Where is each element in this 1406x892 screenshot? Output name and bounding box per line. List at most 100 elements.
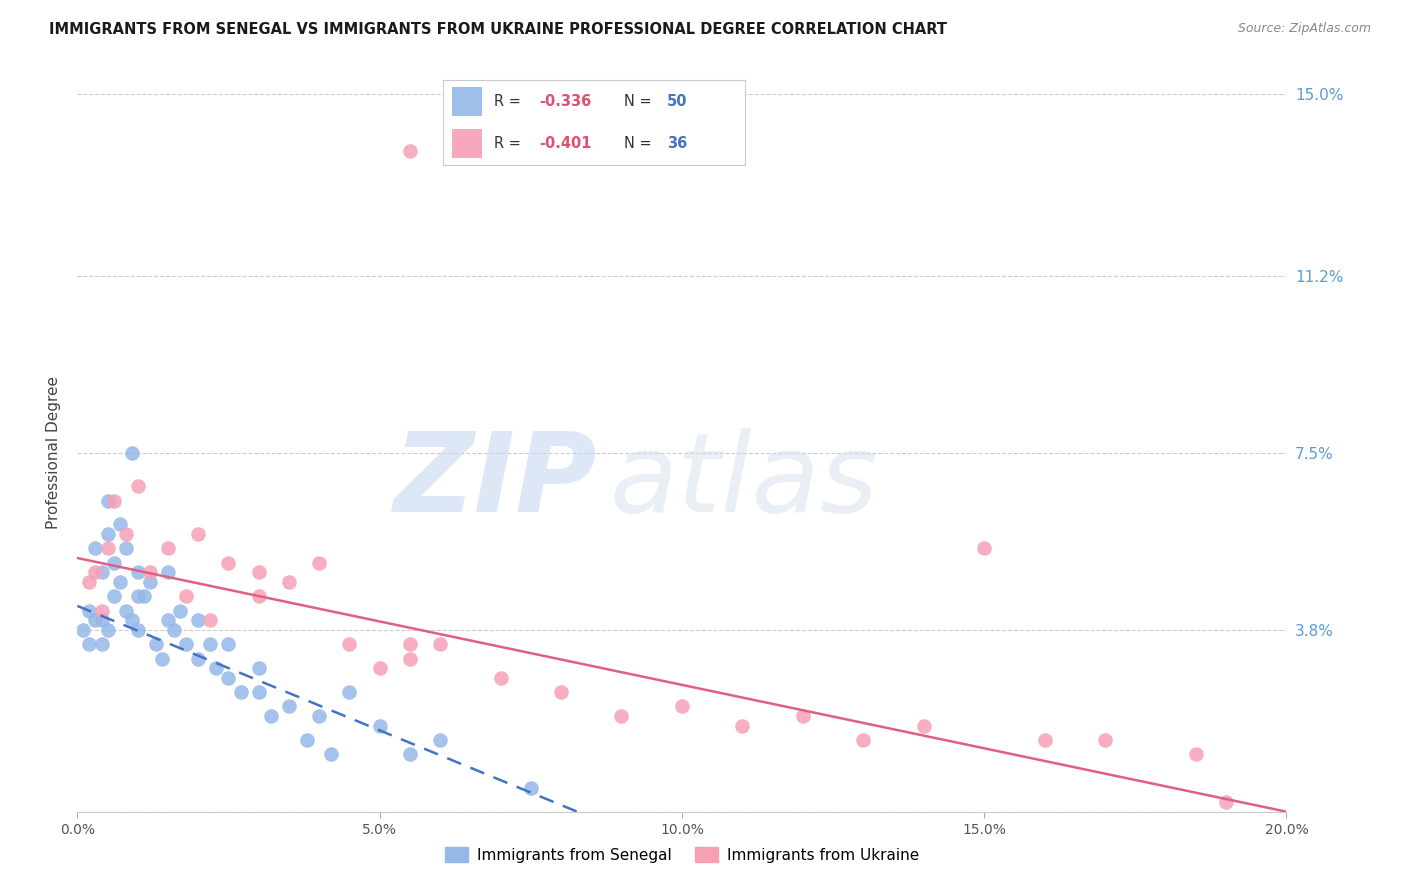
Point bbox=[429, 733, 451, 747]
Text: ZIP: ZIP bbox=[394, 428, 598, 535]
Point bbox=[339, 637, 360, 651]
Point bbox=[174, 637, 197, 651]
Point bbox=[229, 685, 252, 699]
Point bbox=[368, 718, 391, 732]
Point bbox=[218, 637, 240, 651]
Point bbox=[308, 709, 330, 723]
Point bbox=[247, 685, 270, 699]
Point bbox=[520, 780, 543, 795]
Point bbox=[321, 747, 343, 762]
Point bbox=[127, 566, 149, 580]
Point bbox=[260, 709, 283, 723]
Point bbox=[157, 566, 180, 580]
Point bbox=[278, 574, 301, 589]
Point bbox=[1215, 795, 1237, 809]
Point bbox=[96, 541, 118, 556]
Point bbox=[852, 733, 875, 747]
Point bbox=[187, 651, 209, 665]
Bar bbox=[451, 129, 482, 158]
Point bbox=[308, 556, 330, 570]
Point bbox=[792, 709, 814, 723]
Point bbox=[429, 637, 451, 651]
Point bbox=[1185, 747, 1208, 762]
Point bbox=[187, 527, 209, 541]
Text: R =: R = bbox=[495, 136, 526, 152]
Point bbox=[103, 556, 125, 570]
Point bbox=[489, 671, 512, 685]
Point bbox=[550, 685, 572, 699]
Point bbox=[72, 623, 94, 637]
Point bbox=[973, 541, 995, 556]
Bar bbox=[451, 87, 482, 116]
Point bbox=[339, 685, 360, 699]
Point bbox=[218, 556, 240, 570]
Point bbox=[96, 493, 118, 508]
Point bbox=[399, 637, 422, 651]
Point bbox=[174, 590, 197, 604]
Text: R =: R = bbox=[495, 94, 526, 109]
Point bbox=[912, 718, 935, 732]
Point bbox=[127, 623, 149, 637]
Point bbox=[1094, 733, 1116, 747]
Point bbox=[218, 671, 240, 685]
Point bbox=[157, 541, 180, 556]
Point bbox=[399, 747, 422, 762]
Text: IMMIGRANTS FROM SENEGAL VS IMMIGRANTS FROM UKRAINE PROFESSIONAL DEGREE CORRELATI: IMMIGRANTS FROM SENEGAL VS IMMIGRANTS FR… bbox=[49, 22, 948, 37]
Text: -0.401: -0.401 bbox=[540, 136, 592, 152]
Point bbox=[84, 566, 107, 580]
Point bbox=[247, 566, 270, 580]
Point bbox=[247, 590, 270, 604]
Point bbox=[163, 623, 186, 637]
Text: 36: 36 bbox=[666, 136, 688, 152]
Point bbox=[132, 590, 155, 604]
Point bbox=[103, 493, 125, 508]
Point bbox=[79, 574, 101, 589]
Point bbox=[90, 613, 112, 627]
Point bbox=[157, 613, 180, 627]
Point bbox=[205, 661, 228, 675]
Point bbox=[114, 541, 136, 556]
Point bbox=[169, 604, 191, 618]
Point bbox=[399, 651, 422, 665]
Point bbox=[671, 699, 693, 714]
Point bbox=[121, 613, 143, 627]
Point bbox=[90, 604, 112, 618]
Point bbox=[610, 709, 633, 723]
Point bbox=[103, 590, 125, 604]
Text: N =: N = bbox=[624, 136, 657, 152]
Point bbox=[90, 566, 112, 580]
Point bbox=[84, 541, 107, 556]
Point bbox=[247, 661, 270, 675]
Point bbox=[114, 527, 136, 541]
Point bbox=[96, 527, 118, 541]
Point bbox=[278, 699, 301, 714]
Point bbox=[145, 637, 167, 651]
Text: -0.336: -0.336 bbox=[540, 94, 592, 109]
Text: Source: ZipAtlas.com: Source: ZipAtlas.com bbox=[1237, 22, 1371, 36]
Point bbox=[79, 637, 101, 651]
Point bbox=[150, 651, 173, 665]
Point bbox=[108, 517, 131, 532]
Point bbox=[127, 590, 149, 604]
Point bbox=[731, 718, 754, 732]
Point bbox=[368, 661, 391, 675]
Point bbox=[295, 733, 318, 747]
Point bbox=[139, 574, 162, 589]
Point bbox=[96, 623, 118, 637]
Point bbox=[187, 613, 209, 627]
Point bbox=[200, 637, 222, 651]
Point bbox=[399, 144, 422, 158]
Text: N =: N = bbox=[624, 94, 657, 109]
Text: atlas: atlas bbox=[609, 428, 877, 535]
Point bbox=[1033, 733, 1056, 747]
Point bbox=[200, 613, 222, 627]
Point bbox=[127, 479, 149, 493]
Point bbox=[108, 574, 131, 589]
Text: 50: 50 bbox=[666, 94, 688, 109]
Point bbox=[90, 637, 112, 651]
Point bbox=[84, 613, 107, 627]
Point bbox=[139, 566, 162, 580]
Point bbox=[79, 604, 101, 618]
Point bbox=[121, 446, 143, 460]
Legend: Immigrants from Senegal, Immigrants from Ukraine: Immigrants from Senegal, Immigrants from… bbox=[439, 840, 925, 869]
